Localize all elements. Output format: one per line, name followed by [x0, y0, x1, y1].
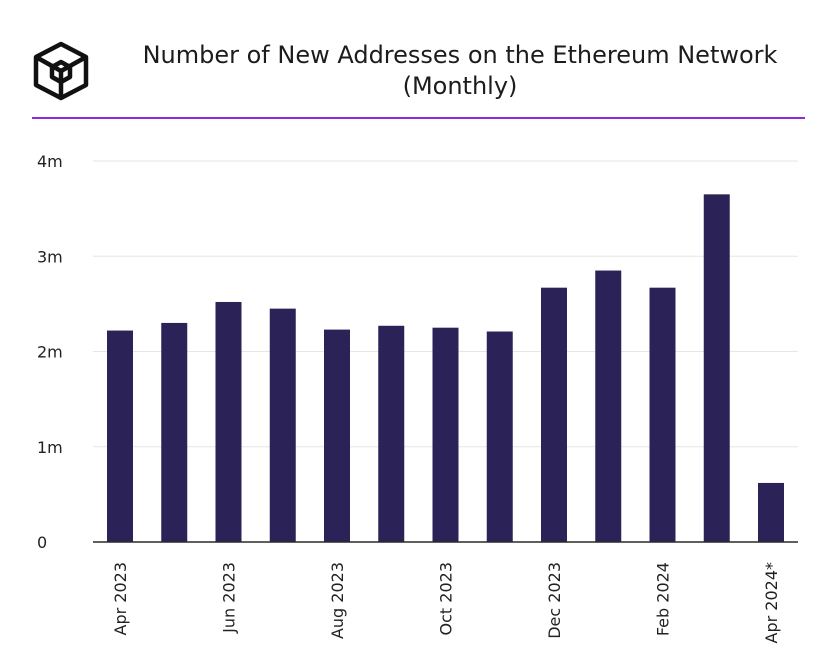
- x-tick-label: Oct 2023: [437, 562, 456, 635]
- bar: [595, 270, 622, 542]
- bar: [432, 327, 459, 542]
- chart-title-line-1: Number of New Addresses on the Ethereum …: [142, 41, 778, 69]
- chart-title-line-2: (Monthly): [402, 72, 518, 100]
- y-tick-label: 0: [37, 533, 47, 552]
- x-tick-label: Jun 2023: [220, 562, 239, 634]
- x-tick-label: Apr 2023: [111, 562, 130, 635]
- y-tick-label: 2m: [37, 343, 63, 362]
- bar: [324, 329, 350, 542]
- y-tick-label: 3m: [37, 247, 63, 266]
- block-cube-icon: [33, 41, 89, 101]
- x-tick-label: Dec 2023: [545, 562, 564, 639]
- bar: [161, 322, 188, 542]
- bar: [758, 482, 784, 542]
- chart-title: Number of New Addresses on the Ethereum …: [100, 40, 820, 102]
- y-tick-label: 1m: [37, 438, 63, 457]
- bar: [486, 331, 513, 542]
- bar: [269, 308, 296, 542]
- x-tick-label: Apr 2024*: [762, 562, 781, 643]
- bar: [378, 325, 405, 542]
- x-tick-label: Aug 2023: [328, 562, 347, 639]
- y-tick-label: 4m: [37, 152, 63, 171]
- bar: [649, 287, 676, 542]
- title-divider: [32, 117, 805, 119]
- bar: [107, 330, 133, 542]
- bar: [703, 194, 730, 542]
- x-tick-label: Feb 2024: [654, 562, 673, 636]
- bar: [541, 287, 567, 542]
- bar: [215, 301, 242, 542]
